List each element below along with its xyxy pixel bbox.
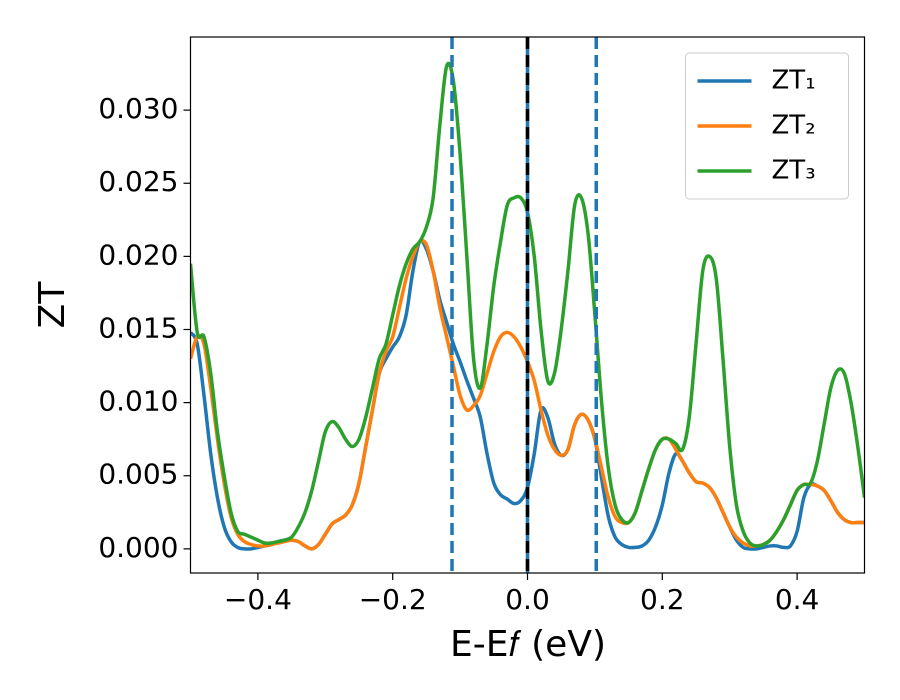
legend-box: [685, 52, 849, 200]
legend-label: ZT₁: [772, 66, 816, 96]
y-axis-label: ZT: [32, 281, 73, 329]
y-tick-label: 0.010: [98, 385, 178, 418]
x-tick-label: −0.4: [224, 583, 292, 616]
y-tick-label: 0.000: [98, 531, 178, 564]
y-tick-label: 0.020: [98, 238, 178, 271]
legend-label: ZT₃: [772, 156, 816, 186]
y-tick-label: 0.030: [98, 92, 178, 125]
x-tick-label: −0.2: [359, 583, 427, 616]
y-tick-label: 0.005: [98, 458, 178, 491]
y-tick-label: 0.015: [98, 311, 178, 344]
x-tick-label: 0.0: [505, 583, 550, 616]
x-axis-label: E-E𝑓 (eV): [450, 624, 606, 665]
legend-label: ZT₂: [772, 111, 816, 141]
x-tick-label: 0.2: [640, 583, 685, 616]
plot-frame: [189, 36, 866, 574]
y-tick-label: 0.025: [98, 165, 178, 198]
x-tick-label: 0.4: [775, 583, 820, 616]
